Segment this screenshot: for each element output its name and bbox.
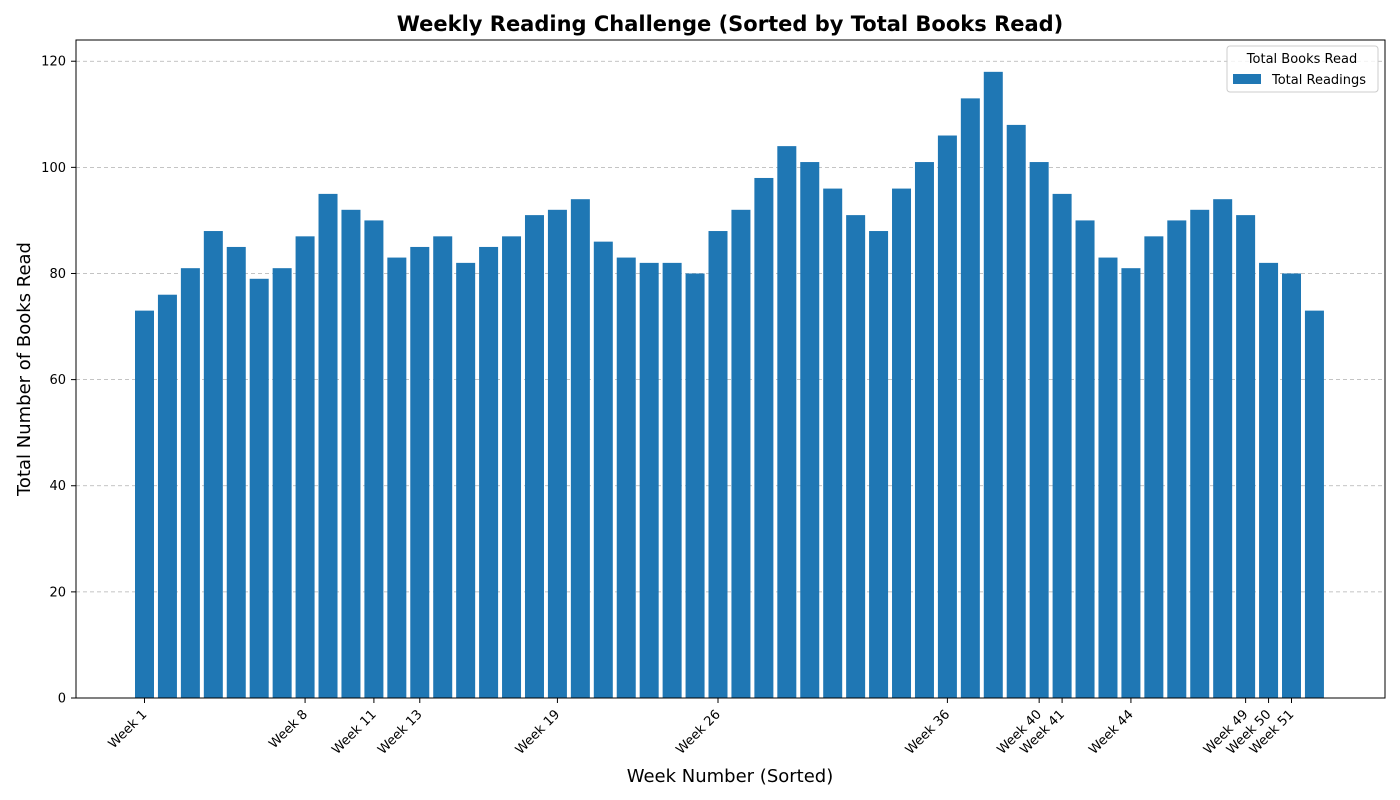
chart-title: Weekly Reading Challenge (Sorted by Tota… bbox=[397, 12, 1064, 36]
legend-box bbox=[1226, 45, 1379, 93]
bar bbox=[1006, 124, 1026, 699]
bar bbox=[1213, 199, 1233, 698]
bar bbox=[479, 246, 499, 699]
bar bbox=[226, 246, 246, 699]
bar bbox=[1052, 193, 1072, 699]
x-tick-label: Week 26 bbox=[673, 707, 723, 757]
bar bbox=[135, 310, 154, 698]
bar bbox=[1304, 310, 1324, 698]
bar bbox=[272, 268, 292, 698]
bar bbox=[547, 209, 567, 698]
bar bbox=[823, 188, 843, 699]
bar bbox=[318, 193, 338, 699]
y-axis: 0 20 40 60 80 100 120 bbox=[41, 55, 76, 707]
legend-swatch bbox=[1233, 74, 1261, 84]
x-tick-label: Week 8 bbox=[266, 707, 311, 752]
bar bbox=[1029, 162, 1049, 698]
bar bbox=[1236, 215, 1256, 698]
bar bbox=[456, 262, 476, 698]
bar bbox=[1190, 209, 1210, 698]
bar bbox=[685, 273, 705, 698]
bar bbox=[410, 246, 430, 699]
bar bbox=[869, 231, 889, 698]
y-tick-label: 120 bbox=[41, 55, 66, 70]
bar bbox=[731, 209, 751, 698]
y-tick-label: 40 bbox=[49, 479, 66, 494]
bar bbox=[1259, 262, 1279, 698]
bar bbox=[662, 262, 682, 698]
bar bbox=[180, 268, 200, 698]
bar bbox=[593, 241, 613, 699]
bar bbox=[708, 231, 728, 698]
legend-entry: Total Readings bbox=[1271, 73, 1366, 88]
bar bbox=[616, 257, 636, 698]
bar bbox=[433, 236, 453, 698]
bar bbox=[1098, 257, 1118, 698]
bar bbox=[524, 215, 544, 698]
bar bbox=[1075, 220, 1095, 698]
bar bbox=[1167, 220, 1187, 698]
bar bbox=[502, 236, 522, 698]
bar bbox=[1121, 268, 1141, 698]
bar bbox=[800, 162, 820, 698]
x-tick-label: Week 1 bbox=[106, 707, 151, 752]
y-tick-label: 100 bbox=[41, 161, 66, 176]
x-tick-label: Week 11 bbox=[329, 707, 379, 757]
y-tick-label: 0 bbox=[58, 692, 66, 707]
bar bbox=[364, 220, 384, 698]
bar bbox=[914, 162, 934, 698]
bar bbox=[1144, 236, 1164, 698]
bar bbox=[295, 236, 315, 698]
bar bbox=[846, 215, 866, 698]
x-tick-label: Week 19 bbox=[513, 707, 563, 757]
bar bbox=[983, 71, 1003, 699]
bar bbox=[960, 98, 980, 698]
bar bbox=[1282, 273, 1301, 698]
bar bbox=[639, 262, 659, 698]
bar bbox=[892, 188, 912, 699]
bar bbox=[387, 257, 407, 698]
bar bbox=[249, 278, 269, 698]
bar bbox=[341, 209, 361, 698]
bar bbox=[203, 231, 223, 698]
y-tick-label: 20 bbox=[49, 585, 66, 600]
y-tick-label: 80 bbox=[49, 267, 66, 282]
bars bbox=[135, 71, 1324, 699]
x-tick-label: Week 44 bbox=[1086, 707, 1136, 757]
y-tick-label: 60 bbox=[49, 373, 66, 388]
legend-title: Total Books Read bbox=[1246, 52, 1357, 67]
x-tick-label: Week 13 bbox=[375, 707, 425, 757]
grid-lines bbox=[76, 60, 1385, 593]
y-axis-label: Total Number of Books Read bbox=[14, 242, 35, 497]
x-tick-label: Week 36 bbox=[903, 707, 953, 757]
bar bbox=[570, 199, 590, 698]
bar bbox=[157, 294, 177, 698]
bar bbox=[937, 135, 957, 699]
x-axis-label: Week Number (Sorted) bbox=[627, 766, 834, 787]
legend: Total Books Read Total Readings bbox=[1226, 45, 1379, 93]
plot-frame bbox=[75, 39, 1386, 699]
bar bbox=[777, 146, 797, 698]
bar bbox=[754, 177, 774, 698]
